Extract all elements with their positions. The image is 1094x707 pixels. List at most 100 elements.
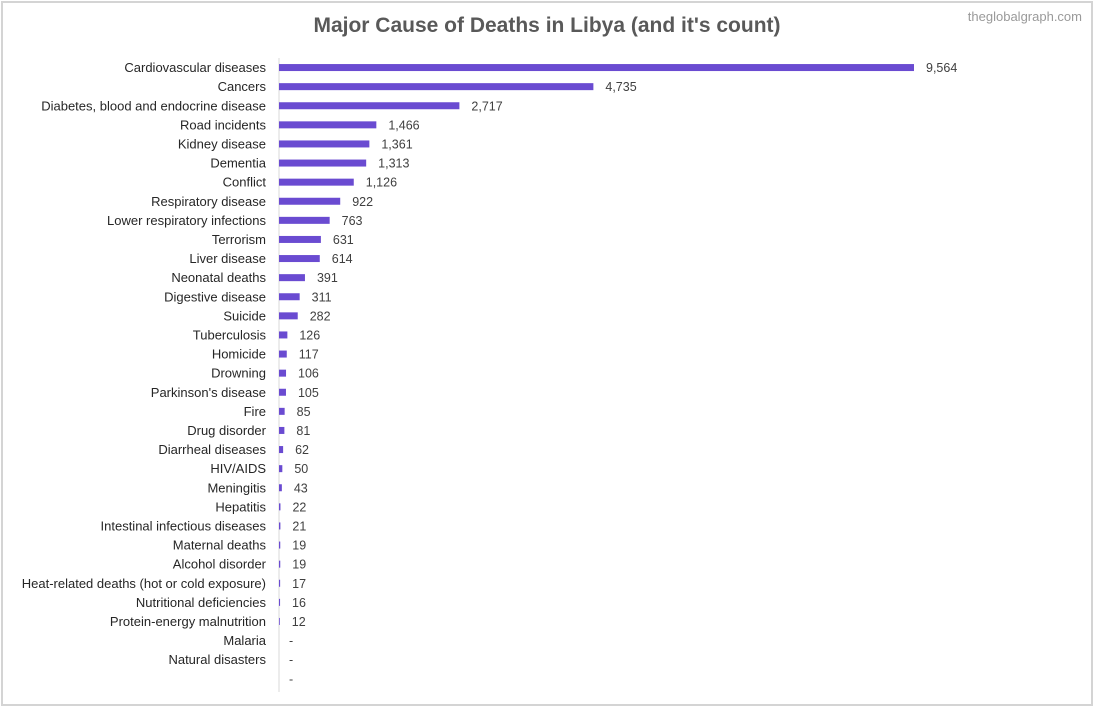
category-label: Heat-related deaths (hot or cold exposur… xyxy=(22,576,266,591)
value-label: 4,735 xyxy=(605,80,636,94)
bar xyxy=(279,369,287,377)
bar xyxy=(279,465,283,473)
category-label: Intestinal infectious diseases xyxy=(101,518,267,533)
value-label: 2,717 xyxy=(471,99,502,113)
value-label: 763 xyxy=(342,214,363,228)
category-label: Parkinson's disease xyxy=(151,385,266,400)
value-label: 19 xyxy=(292,539,306,553)
category-label: Terrorism xyxy=(212,232,266,247)
value-label: 21 xyxy=(292,519,306,533)
category-label: Diabetes, blood and endocrine disease xyxy=(41,98,266,113)
value-label: 1,466 xyxy=(388,118,419,132)
bar xyxy=(279,64,914,72)
category-labels: Cardiovascular diseases Cancers Diabetes, … xyxy=(22,60,267,667)
value-label: 12 xyxy=(292,615,306,629)
bar xyxy=(279,560,281,568)
value-label: 106 xyxy=(298,367,319,381)
bar xyxy=(279,216,330,224)
bar xyxy=(279,426,285,434)
category-label: Maternal deaths xyxy=(173,538,267,553)
category-label: Malaria xyxy=(223,633,266,648)
bar xyxy=(279,159,367,167)
chart-title: Major Cause of Deaths in Libya (and it's… xyxy=(313,14,781,37)
value-label: - xyxy=(289,634,293,648)
value-label: 1,313 xyxy=(378,157,409,171)
bar xyxy=(279,617,280,625)
category-label: Homicide xyxy=(212,347,266,362)
category-label: Fire xyxy=(244,404,266,419)
value-label: 22 xyxy=(292,500,306,514)
bar xyxy=(279,293,300,301)
category-label: Natural disasters xyxy=(168,652,266,667)
category-label: HIV/AIDS xyxy=(210,461,266,476)
value-label: 117 xyxy=(299,348,319,362)
bar xyxy=(279,83,594,91)
bar xyxy=(279,255,320,263)
category-label: Cancers xyxy=(218,79,267,94)
value-label: - xyxy=(289,653,293,667)
value-label: 43 xyxy=(294,481,308,495)
value-labels: 9,564 4,735 2,717 1,466 1,361 1,313 1,126 922 76… xyxy=(289,61,957,686)
value-label: 282 xyxy=(310,309,331,323)
value-label: 50 xyxy=(294,462,308,476)
category-label: Dementia xyxy=(210,156,266,171)
category-label: Nutritional deficiencies xyxy=(136,595,267,610)
value-label: 17 xyxy=(292,577,306,591)
bar xyxy=(279,388,286,396)
bar xyxy=(279,140,370,148)
category-label: Cardiovascular diseases xyxy=(124,60,266,75)
category-label: Meningitis xyxy=(207,480,266,495)
category-label: Drowning xyxy=(211,366,266,381)
bar xyxy=(279,446,284,454)
value-label: - xyxy=(289,672,293,686)
category-label: Road incidents xyxy=(180,117,266,132)
bar xyxy=(279,541,281,549)
value-label: 1,126 xyxy=(366,176,397,190)
category-label: Liver disease xyxy=(189,251,266,266)
value-label: 62 xyxy=(295,443,309,457)
watermark: theglobalgraph.com xyxy=(967,9,1082,24)
bar xyxy=(279,598,281,606)
value-label: 19 xyxy=(292,558,306,572)
value-label: 631 xyxy=(333,233,354,247)
value-label: 85 xyxy=(297,405,311,419)
category-label: Drug disorder xyxy=(187,423,266,438)
category-label: Protein-energy malnutrition xyxy=(110,614,266,629)
category-label: Lower respiratory infections xyxy=(107,213,266,228)
category-label: Suicide xyxy=(223,308,266,323)
category-label: Alcohol disorder xyxy=(173,557,267,572)
bar xyxy=(279,579,281,587)
value-label: 105 xyxy=(298,386,319,400)
bar xyxy=(279,235,321,243)
value-label: 126 xyxy=(299,328,320,342)
bar xyxy=(279,312,298,320)
category-label: Digestive disease xyxy=(164,289,266,304)
bar xyxy=(279,484,282,492)
category-label: Hepatitis xyxy=(215,499,266,514)
bar xyxy=(279,522,281,530)
value-label: 16 xyxy=(292,596,306,610)
value-label: 81 xyxy=(296,424,310,438)
bar xyxy=(279,178,354,186)
bars xyxy=(279,64,914,625)
value-label: 9,564 xyxy=(926,61,957,75)
category-label: Diarrheal diseases xyxy=(158,442,266,457)
bar xyxy=(279,503,281,511)
bar xyxy=(279,350,287,358)
value-label: 311 xyxy=(312,290,332,304)
category-label: Respiratory disease xyxy=(151,194,266,209)
value-label: 614 xyxy=(332,252,353,266)
bar xyxy=(279,407,285,415)
bar xyxy=(279,274,305,282)
category-label: Conflict xyxy=(223,175,267,190)
category-label: Tuberculosis xyxy=(193,327,267,342)
category-label: Kidney disease xyxy=(178,136,266,151)
bar xyxy=(279,331,288,339)
value-label: 391 xyxy=(317,271,338,285)
value-label: 1,361 xyxy=(381,137,412,151)
category-label: Neonatal deaths xyxy=(171,270,266,285)
value-label: 922 xyxy=(352,195,373,209)
bar xyxy=(279,121,377,129)
